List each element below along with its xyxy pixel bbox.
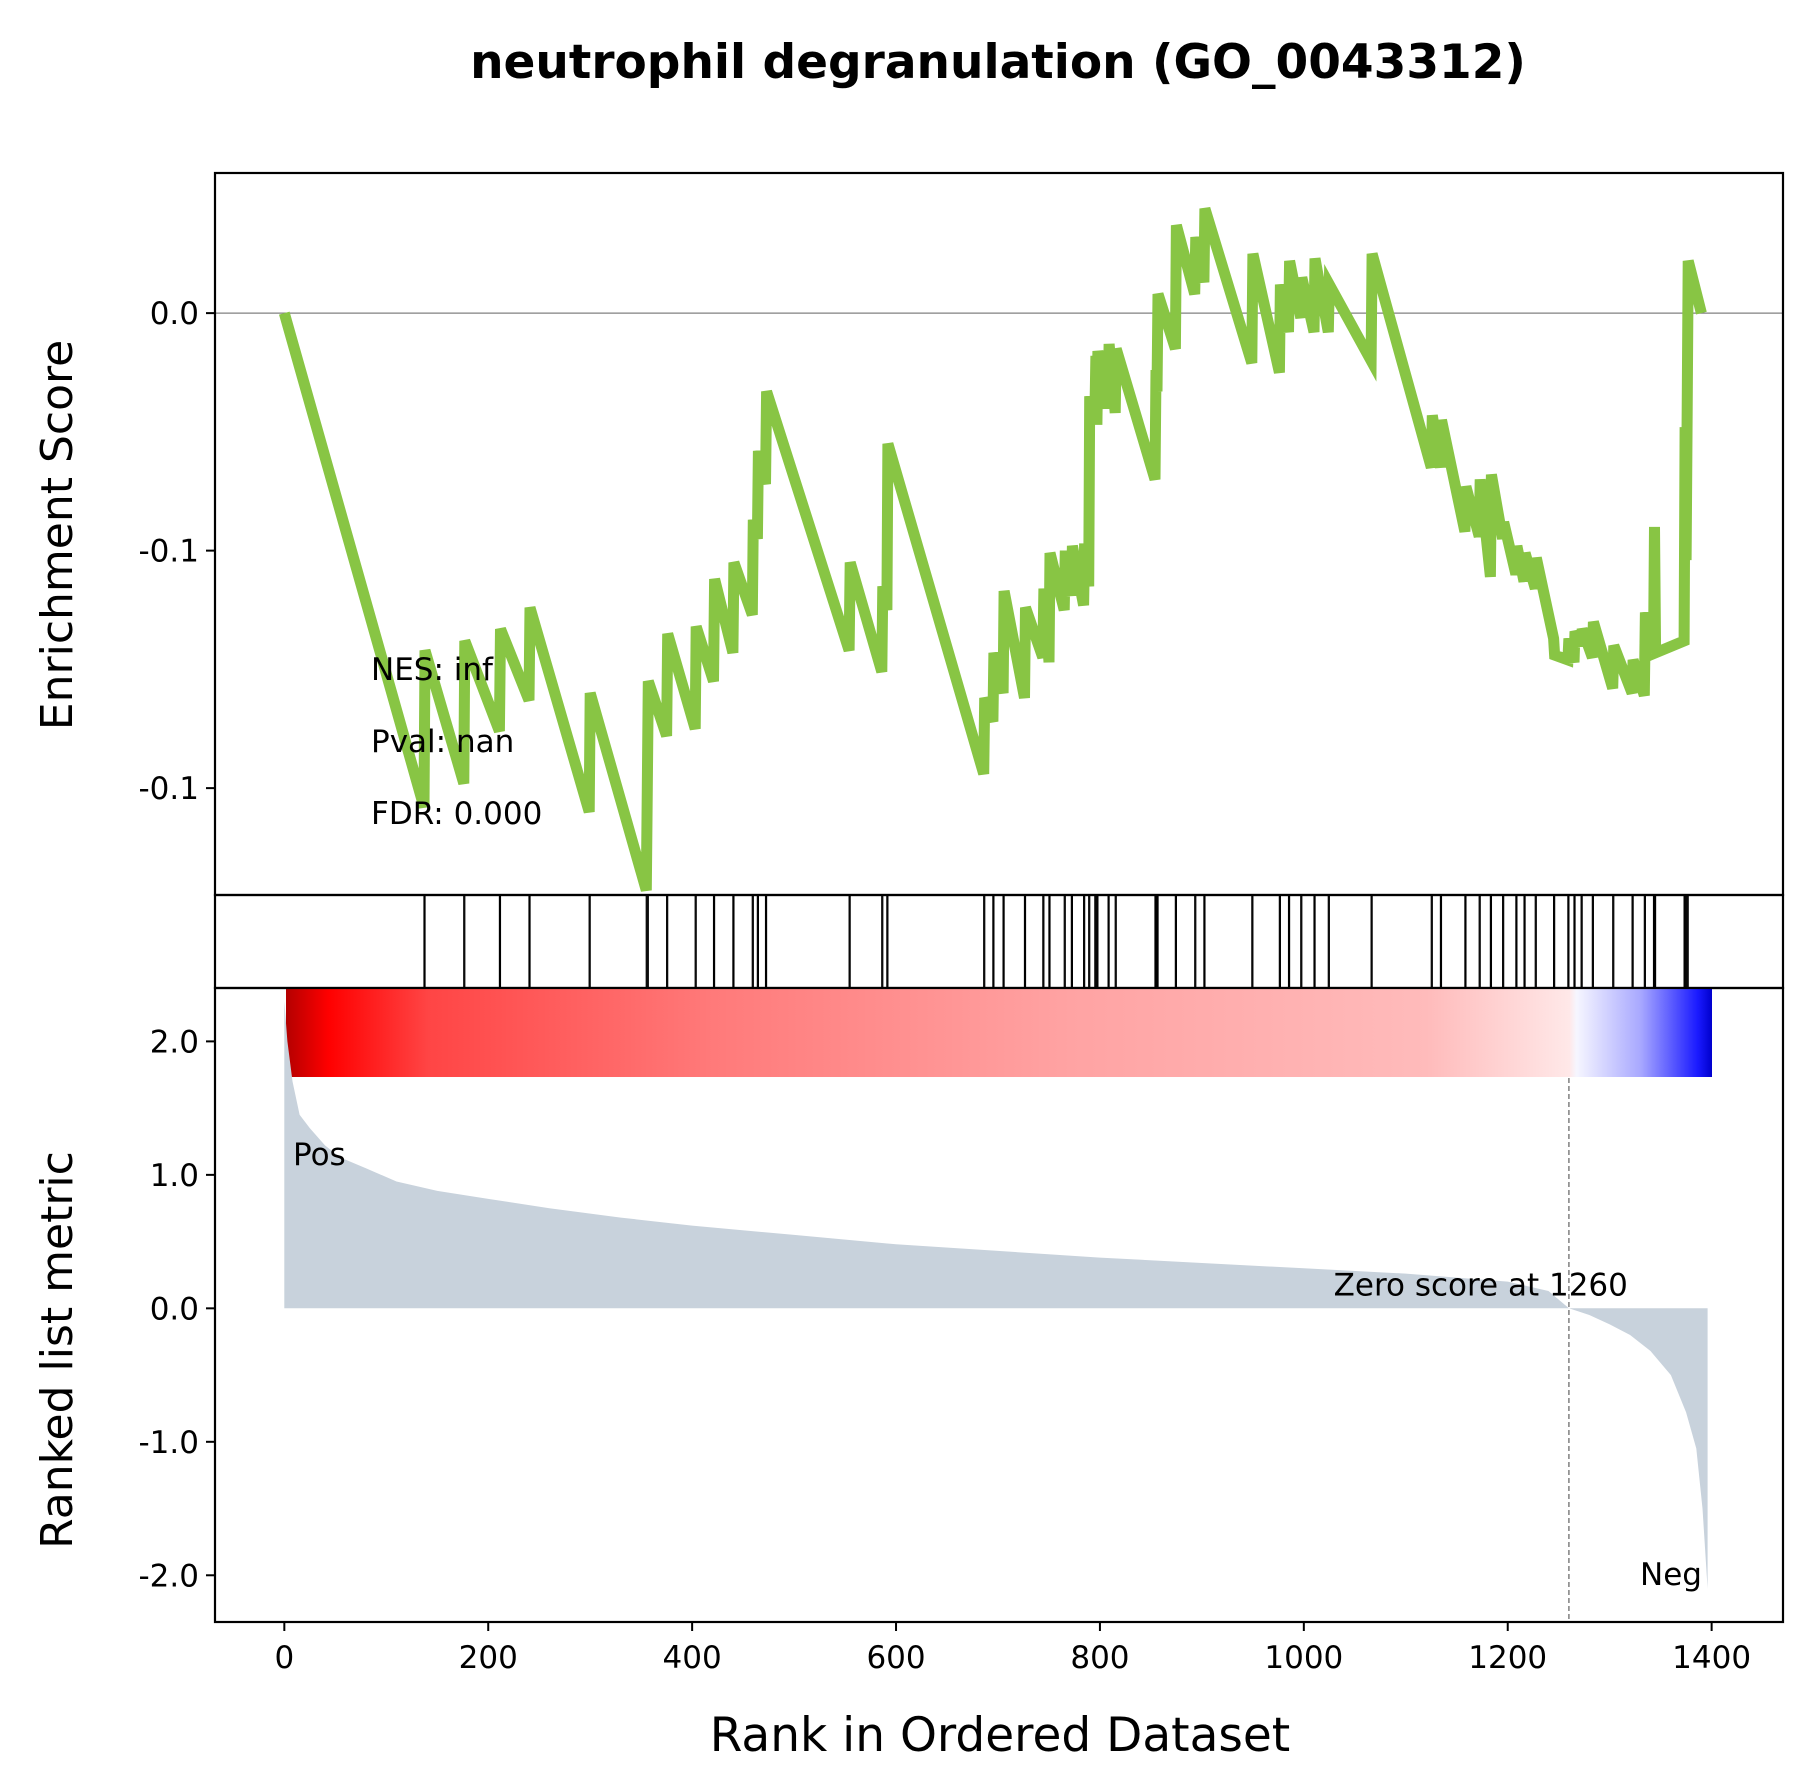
x-tick-label: 0 xyxy=(274,1640,294,1676)
rank-y-tick-label: -2.0 xyxy=(139,1558,200,1594)
nes-stat: NES: inf xyxy=(371,652,494,688)
hits-panel-frame xyxy=(213,893,1785,990)
x-tick-label: 400 xyxy=(663,1640,722,1676)
rank-y-axis-label: Ranked list metric xyxy=(32,1151,83,1549)
es-y-ticks: 0.0 -0.1 -0.1 xyxy=(139,296,215,807)
x-axis-label: Rank in Ordered Dataset xyxy=(710,1708,1290,1763)
es-y-axis-label: Enrichment Score xyxy=(32,340,83,730)
x-tick-label: 200 xyxy=(459,1640,518,1676)
x-tick-label: 1200 xyxy=(1468,1640,1547,1676)
x-tick-label: 800 xyxy=(1070,1640,1129,1676)
x-tick-label: 1400 xyxy=(1672,1640,1751,1676)
rank-heatmap-bar xyxy=(286,989,1712,1077)
rank-y-tick-label: 2.0 xyxy=(150,1024,199,1060)
es-y-tick-label: -0.1 xyxy=(139,771,200,807)
es-y-tick-label: -0.1 xyxy=(139,534,200,570)
zero-score-label: Zero score at 1260 xyxy=(1334,1267,1628,1303)
neg-label: Neg xyxy=(1640,1557,1702,1593)
x-tick-label: 600 xyxy=(866,1640,925,1676)
es-y-tick-label: 0.0 xyxy=(150,296,199,332)
gene-hit-marks xyxy=(423,895,1689,988)
pos-label: Pos xyxy=(293,1137,346,1173)
rank-y-tick-label: 0.0 xyxy=(150,1291,199,1327)
es-panel: 0.0 -0.1 -0.1 NES: inf Pval: nan FDR: 0.00… xyxy=(32,171,1785,897)
x-tick-label: 1000 xyxy=(1264,1640,1343,1676)
rank-y-ticks: 2.0 1.0 0.0 -1.0 -2.0 xyxy=(139,1024,215,1594)
hits-panel xyxy=(213,893,1785,990)
rank-x-ticks: 0 200 400 600 800 1000 1200 1400 xyxy=(274,1622,1751,1676)
chart-title: neutrophil degranulation (GO_0043312) xyxy=(470,35,1526,90)
ranked-metric-area xyxy=(284,1001,1708,1589)
running-enrichment-score-line xyxy=(279,207,1707,892)
rank-y-tick-label: 1.0 xyxy=(150,1158,199,1194)
ranked-panel: Zero score at 1260 Pos Neg 2.0 1.0 0.0 -1.0… xyxy=(32,986,1785,1763)
ranked-panel-frame xyxy=(213,986,1785,1624)
pval-stat: Pval: nan xyxy=(371,724,514,760)
es-panel-frame xyxy=(213,171,1785,897)
fdr-stat: FDR: 0.000 xyxy=(371,796,542,832)
rank-y-tick-label: -1.0 xyxy=(139,1425,200,1461)
